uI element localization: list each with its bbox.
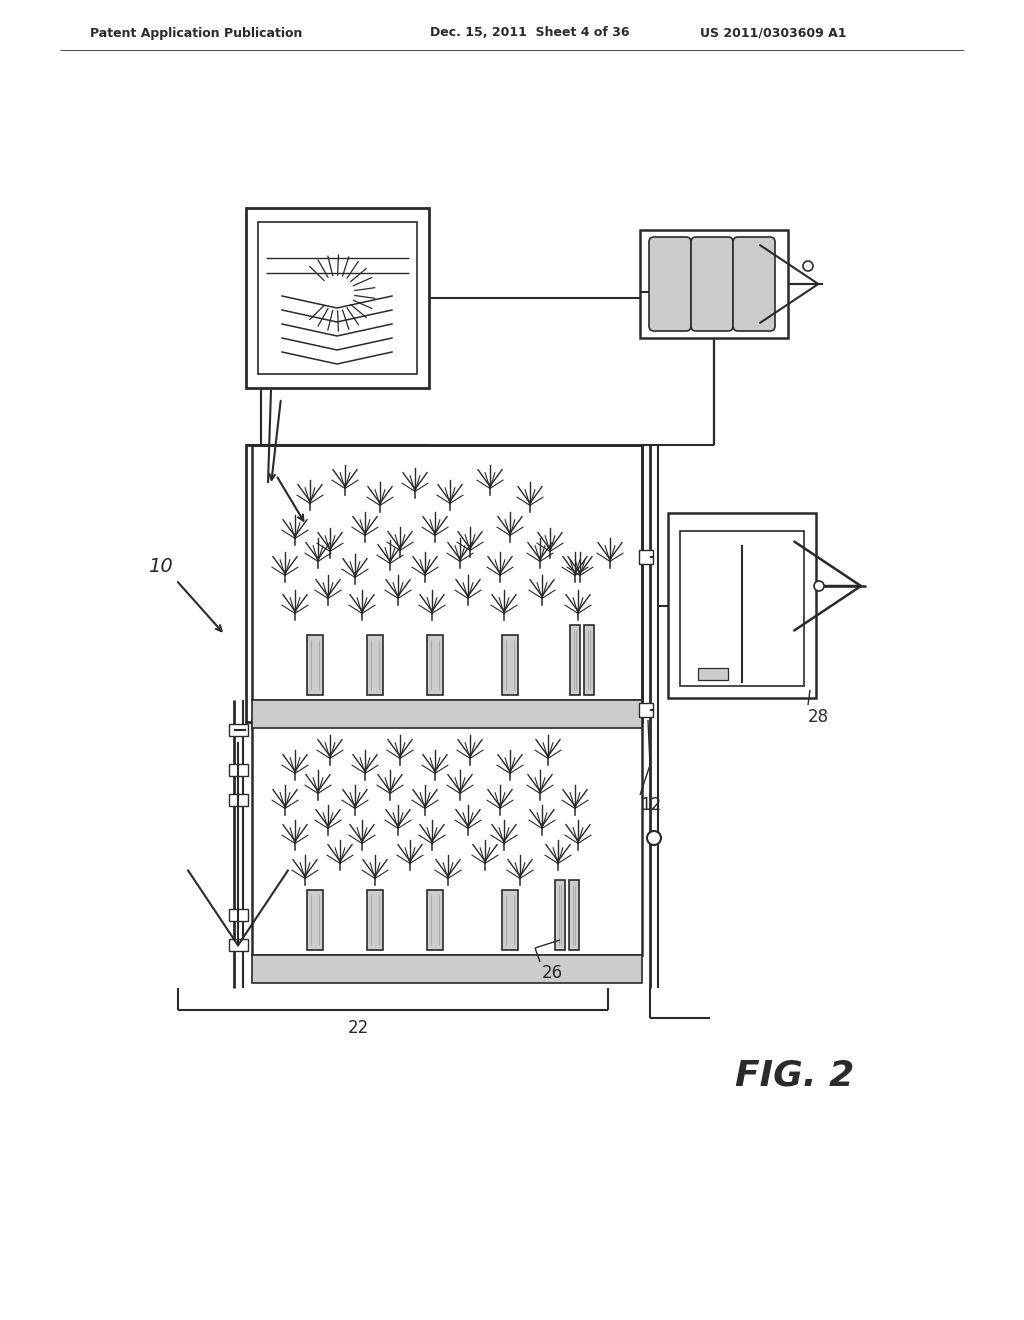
Bar [367,890,383,950]
Bar [307,635,323,696]
Bar [252,719,642,954]
Bar [555,880,565,950]
Bar [246,445,642,722]
FancyBboxPatch shape [691,238,733,331]
Text: 10: 10 [148,557,173,576]
Bar [640,230,788,338]
Bar [584,624,594,696]
Bar [502,890,518,950]
Bar [668,513,816,698]
Bar [307,890,323,950]
Bar [229,939,248,950]
Text: 12: 12 [640,796,662,814]
Text: 26: 26 [542,964,563,982]
Bar [229,764,248,776]
Circle shape [814,581,824,591]
Text: 22: 22 [348,1019,370,1038]
Bar [570,624,580,696]
Text: Patent Application Publication: Patent Application Publication [90,26,302,40]
Circle shape [803,261,813,271]
Bar [427,635,443,696]
Bar [252,954,642,983]
FancyBboxPatch shape [733,238,775,331]
Bar [639,550,653,564]
Bar [427,890,443,950]
Bar [252,700,642,729]
Circle shape [647,832,662,845]
Text: 28: 28 [808,708,829,726]
Bar [698,668,728,680]
Text: US 2011/0303609 A1: US 2011/0303609 A1 [700,26,847,40]
Bar [229,909,248,921]
Bar [246,209,429,388]
Bar [252,445,642,700]
Bar [367,635,383,696]
Text: Dec. 15, 2011  Sheet 4 of 36: Dec. 15, 2011 Sheet 4 of 36 [430,26,630,40]
Bar [569,880,579,950]
Bar [502,635,518,696]
FancyBboxPatch shape [649,238,691,331]
Bar [229,795,248,807]
Bar [680,531,804,686]
Text: FIG. 2: FIG. 2 [735,1059,854,1092]
Bar [258,222,417,374]
Bar [639,704,653,717]
Bar [229,723,248,737]
